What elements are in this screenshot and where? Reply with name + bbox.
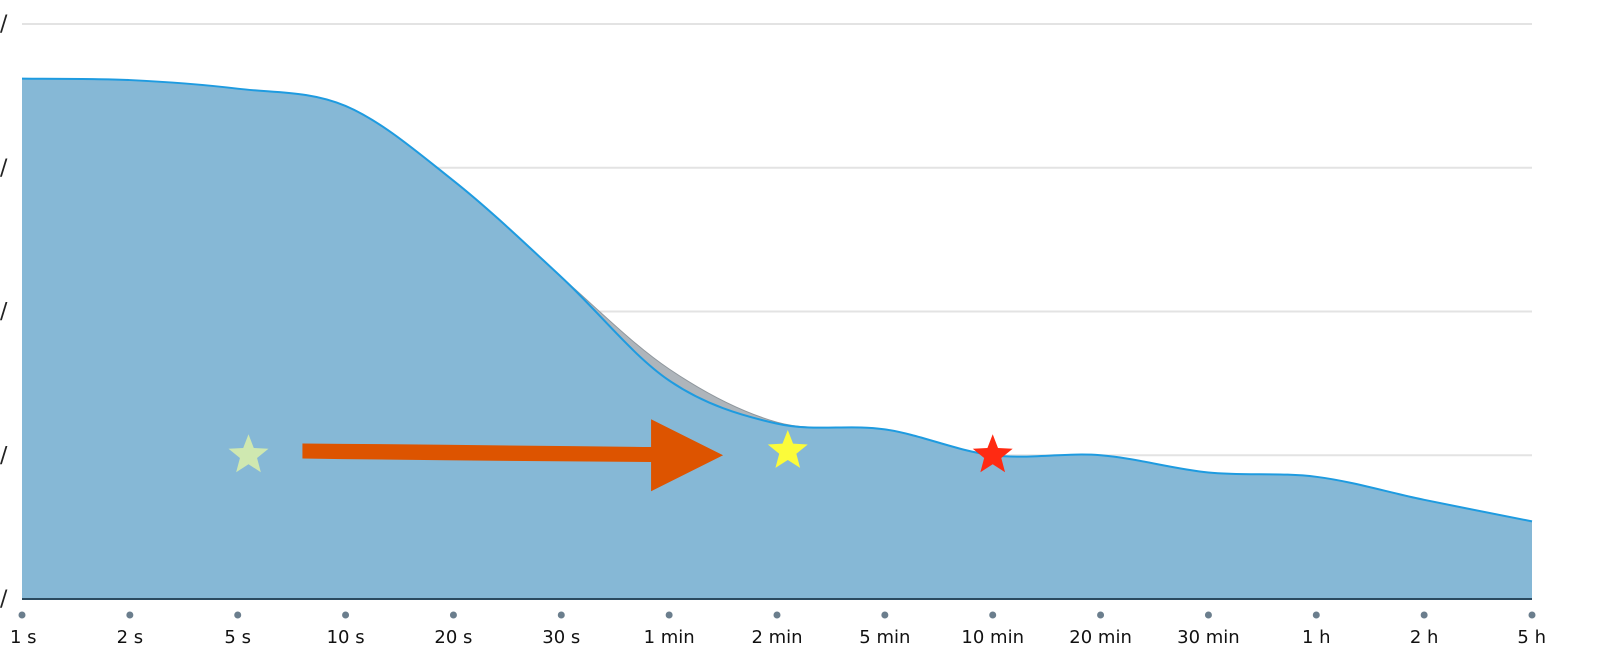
star-marker	[767, 429, 808, 468]
x-tick-label: 1 s	[10, 627, 37, 648]
x-tick-marker	[557, 611, 565, 619]
x-tick-marker	[881, 611, 889, 619]
x-tick-label: 1 min	[644, 627, 695, 648]
x-tick-marker	[1420, 611, 1428, 619]
arrow-annotation	[302, 419, 724, 492]
x-tick-marker	[1528, 611, 1536, 619]
y-tick-label: /	[0, 587, 8, 612]
x-tick-label: 10 s	[327, 627, 365, 648]
star-marker	[972, 434, 1013, 473]
y-tick-label: /	[0, 156, 8, 181]
x-tick-label: 5 min	[859, 627, 910, 648]
x-tick-marker	[449, 611, 457, 619]
x-tick-label: 30 min	[1177, 627, 1240, 648]
star-marker	[228, 434, 269, 473]
x-tick-label: 2 min	[751, 627, 802, 648]
x-axis: 1 s 2 s 5 s 10 s 20 s 30 s 1 min 2 min 5 min 10 m…	[10, 598, 1546, 648]
x-tick-marker	[342, 611, 350, 619]
x-tick-marker	[18, 611, 26, 619]
x-tick-label: 5 h	[1517, 627, 1546, 648]
x-tick-marker	[1204, 611, 1212, 619]
x-tick-label: 20 min	[1069, 627, 1132, 648]
x-tick-marker	[773, 611, 781, 619]
series-line	[21, 77, 1533, 523]
series-area	[22, 78, 1532, 599]
y-tick-label: /	[0, 12, 8, 37]
x-tick-marker	[234, 611, 242, 619]
x-tick-label: 5 s	[224, 627, 251, 648]
x-tick-marker	[126, 611, 134, 619]
x-tick-label: 2 h	[1410, 627, 1439, 648]
annotations	[228, 419, 1013, 492]
x-tick-label: 1 h	[1302, 627, 1331, 648]
x-tick-label: 20 s	[434, 627, 472, 648]
x-tick-marker	[665, 611, 673, 619]
x-tick-marker	[1097, 611, 1105, 619]
x-tick-label: 30 s	[542, 627, 580, 648]
x-tick-label: 10 min	[961, 627, 1024, 648]
y-tick-labels: / / / / /	[0, 12, 8, 612]
x-tick-label: 2 s	[117, 627, 144, 648]
y-tick-label: /	[0, 443, 8, 468]
x-tick-marker	[1312, 611, 1320, 619]
x-tick-marker	[989, 611, 997, 619]
y-tick-label: /	[0, 300, 8, 325]
area-series	[21, 77, 1533, 599]
